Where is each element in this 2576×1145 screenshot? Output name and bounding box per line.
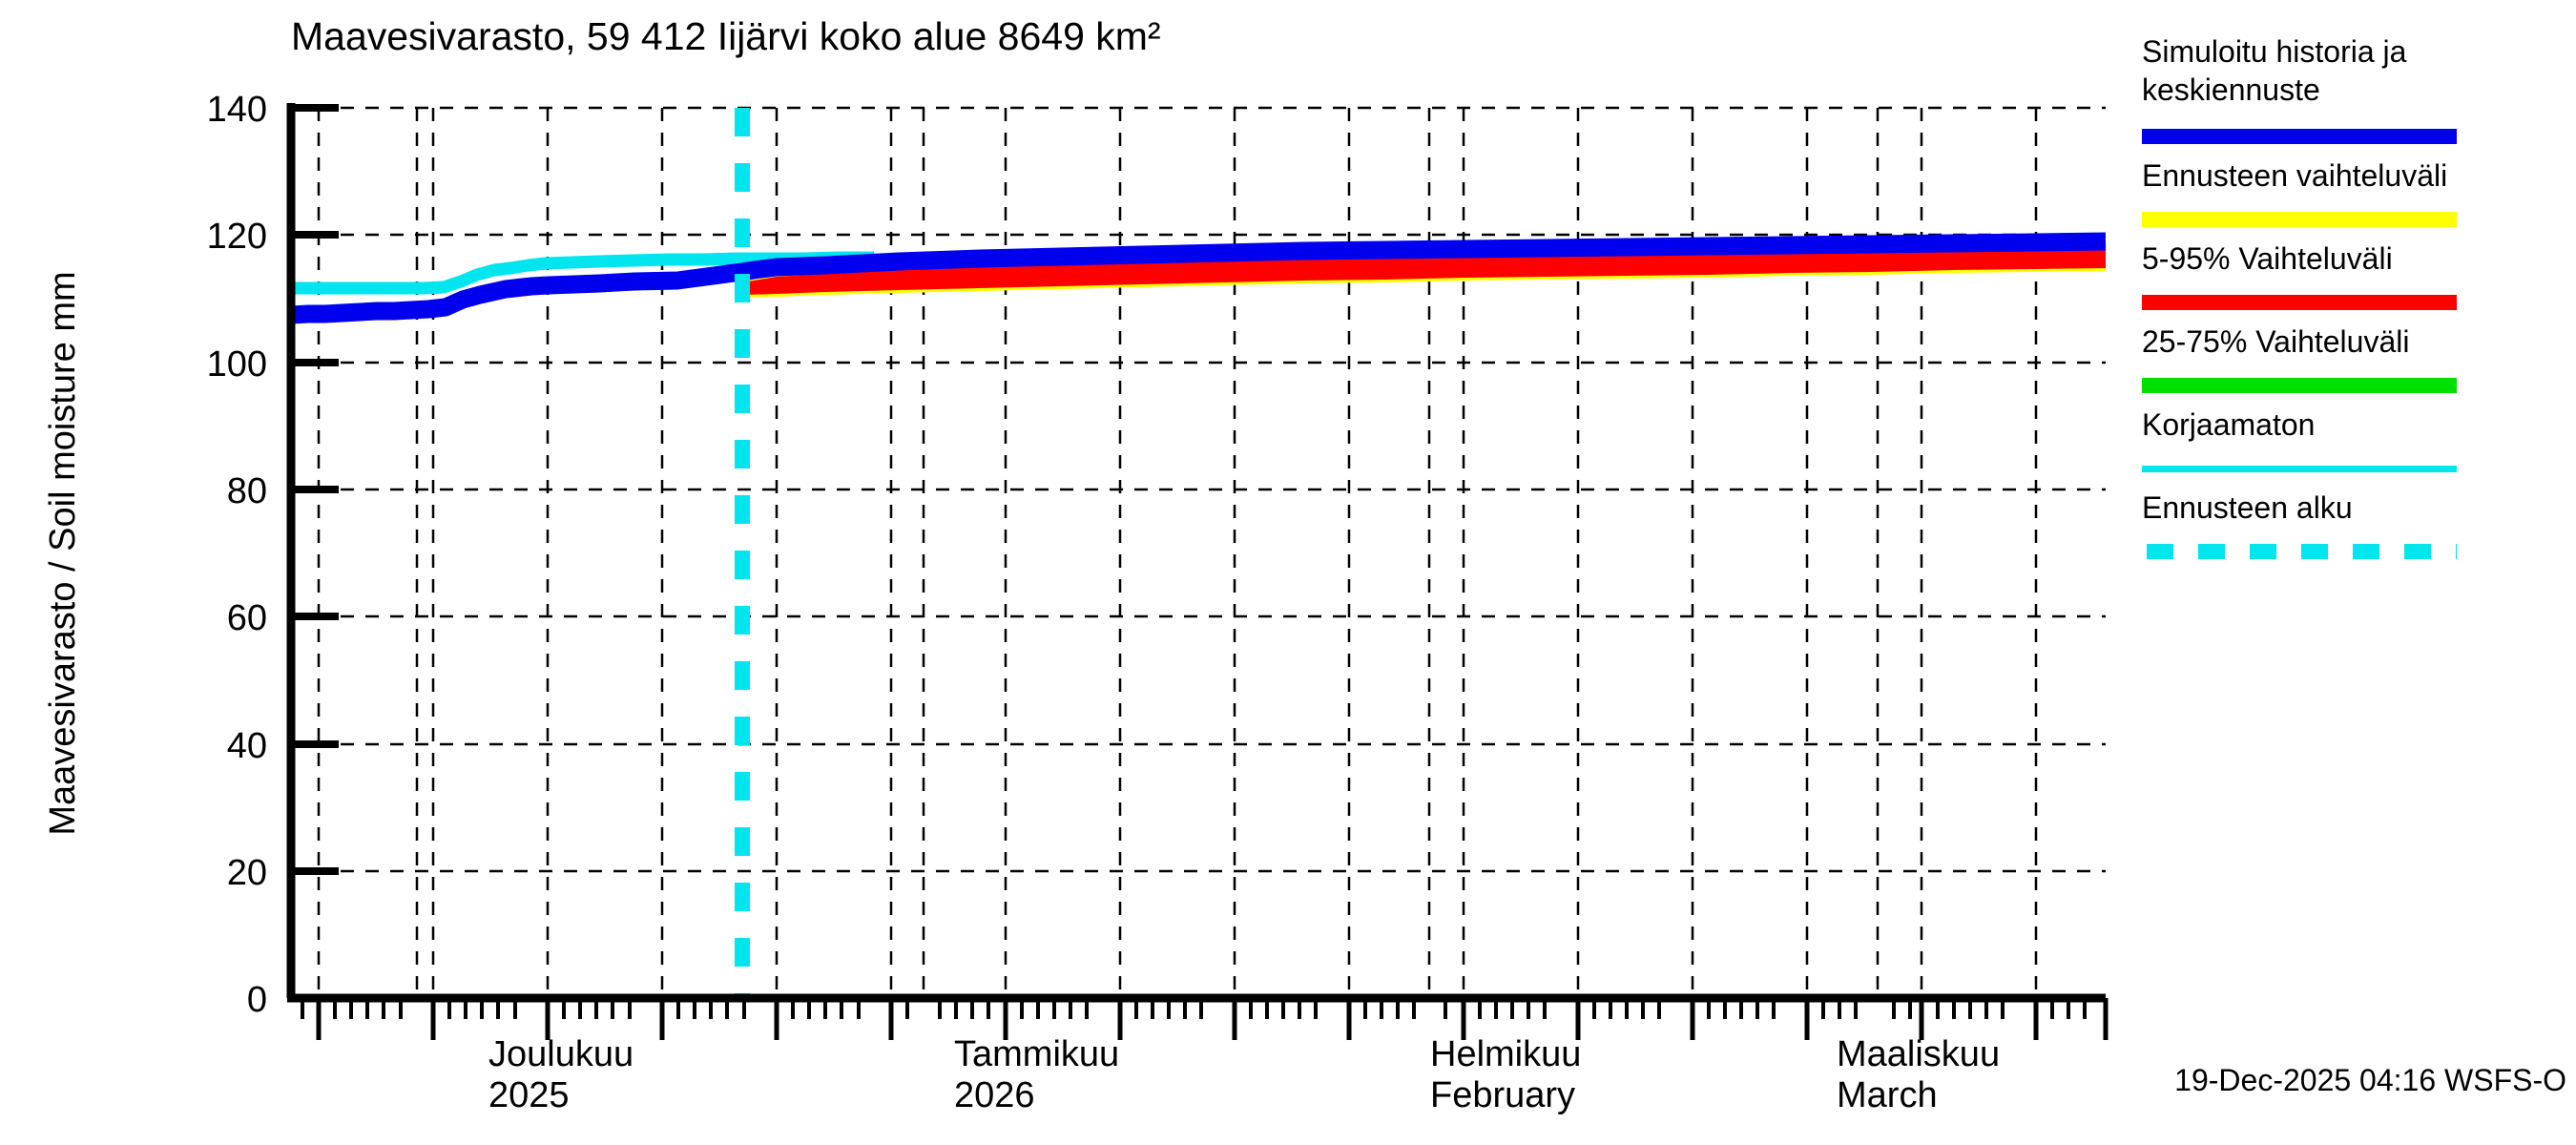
- x-month-label-en: 2025: [488, 1075, 570, 1115]
- y-tick-label: 140: [207, 90, 267, 130]
- series-simulated-history-mean: [290, 232, 2107, 324]
- y-tick-label: 100: [207, 344, 267, 385]
- legend-label-2: 5-95% Vaihteluväli: [2142, 241, 2393, 276]
- x-month-label-en: March: [1837, 1075, 1938, 1115]
- horizontal-gridlines: [291, 106, 2106, 873]
- chart-legend: Simuloitu historia ja keskiennuste Ennus…: [2142, 34, 2457, 559]
- x-month-label-en: 2026: [954, 1075, 1035, 1115]
- y-tick-label: 60: [227, 598, 267, 638]
- legend-label-1: Ennusteen vaihteluväli: [2142, 158, 2447, 193]
- legend-swatch-simuloitu-historia[interactable]: [2142, 129, 2457, 144]
- axes: [286, 103, 2109, 1040]
- x-month-label-fi: Maaliskuu: [1837, 1034, 2000, 1074]
- x-axis-minor-ticks: [301, 998, 2087, 1019]
- x-month-label-fi: Tammikuu: [954, 1034, 1119, 1074]
- legend-swatch-25-75-vaihteluvali[interactable]: [2142, 378, 2457, 393]
- x-month-label-en: February: [1430, 1075, 1575, 1115]
- y-axis-label: Maavesivarasto / Soil moisture mm: [43, 271, 83, 835]
- legend-swatch-ennusteen-vaihteluvali[interactable]: [2142, 212, 2457, 227]
- legend-label-5: Ennusteen alku: [2142, 490, 2353, 525]
- y-axis-tick-labels: 140 120 100 80 60 40 20 0: [207, 90, 267, 1020]
- x-month-label-fi: Joulukuu: [488, 1034, 634, 1074]
- series-korjaamaton: [291, 251, 874, 295]
- band-25-75-percent: [742, 242, 2106, 295]
- y-tick-label: 20: [227, 853, 267, 893]
- x-axis-month-labels: Joulukuu 2025 Tammikuu 2026 Helmikuu Feb…: [488, 1034, 2000, 1115]
- legend-label-0-line2: keskiennuste: [2142, 73, 2320, 107]
- plot-area: [290, 106, 2107, 998]
- page-title: Maavesivarasto, 59 412 Iijärvi koko alue…: [291, 14, 1161, 58]
- legend-label-3: 25-75% Vaihteluväli: [2142, 324, 2409, 359]
- legend-label-0-line1: Simuloitu historia ja: [2142, 34, 2407, 69]
- y-tick-label: 80: [227, 471, 267, 511]
- y-tick-label: 0: [247, 980, 267, 1020]
- footer-timestamp: 19-Dec-2025 04:16 WSFS-O: [2174, 1063, 2566, 1097]
- x-month-label-fi: Helmikuu: [1430, 1034, 1581, 1074]
- y-tick-label: 120: [207, 217, 267, 257]
- y-tick-label: 40: [227, 726, 267, 766]
- legend-swatch-korjaamaton[interactable]: [2142, 466, 2457, 472]
- y-axis-major-ticks: [291, 104, 339, 1002]
- legend-swatch-5-95-vaihteluvali[interactable]: [2142, 295, 2457, 310]
- legend-label-4: Korjaamaton: [2142, 407, 2315, 442]
- x-axis-major-ticks: [316, 998, 2109, 1040]
